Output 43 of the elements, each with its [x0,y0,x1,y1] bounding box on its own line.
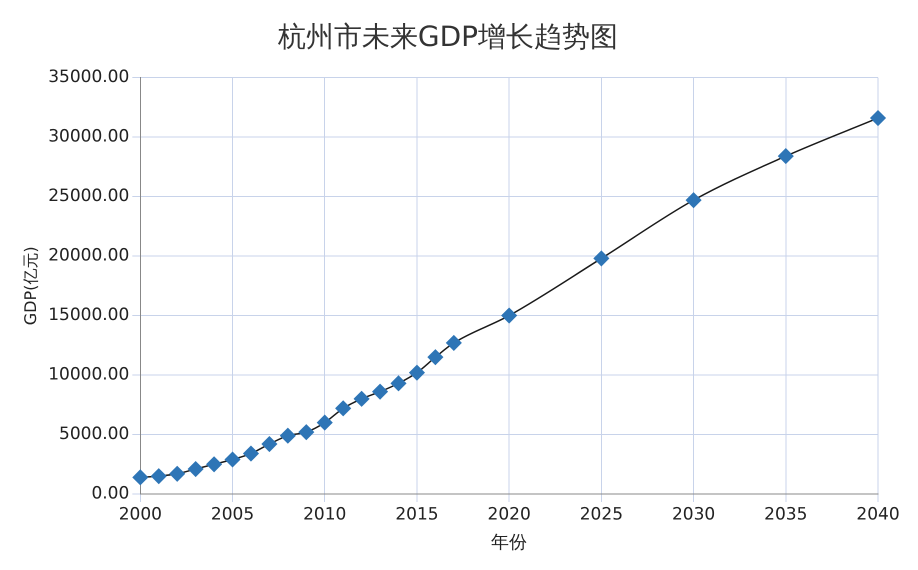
y-tick-label: 5000.00 [59,424,130,444]
point [390,376,406,392]
point [151,468,167,484]
y-tick-label: 35000.00 [48,67,130,88]
x-tick-label: 2025 [580,504,623,525]
point [354,391,370,407]
point [280,428,296,444]
y-tick-label: 25000.00 [48,186,130,206]
y-tick-label: 20000.00 [48,245,130,266]
point [372,384,388,400]
point [335,400,351,416]
y-tick-label: 15000.00 [48,304,130,325]
point [428,349,444,365]
x-tick-label: 2020 [488,504,531,525]
point [132,470,148,486]
point [446,335,462,351]
x-tick-label: 2000 [118,504,162,525]
point [501,308,517,324]
y-tick-label: 10000.00 [48,364,130,384]
point [409,364,425,380]
x-axis-title: 年份 [491,532,528,553]
point [870,110,886,126]
y-tick-label: 0.00 [91,483,130,504]
point [169,466,185,482]
point [686,192,702,208]
x-tick-label: 2005 [210,504,254,525]
x-tick-label: 2040 [856,504,900,525]
point [316,414,332,430]
point [778,148,794,164]
chart-title: 杭州市未来GDP增长趋势图 [276,20,618,54]
point [224,452,240,468]
point [243,446,259,462]
x-tick-label: 2035 [764,504,808,525]
y-axis-title: GDP(亿元) [20,246,40,326]
point [188,461,204,477]
point [594,250,610,266]
point [206,456,222,472]
x-tick-label: 2030 [672,504,716,525]
point [262,436,278,452]
point [298,424,314,440]
x-tick-label: 2015 [395,504,439,525]
x-tick-label: 2010 [303,504,346,525]
y-tick-label: 30000.00 [48,126,130,147]
